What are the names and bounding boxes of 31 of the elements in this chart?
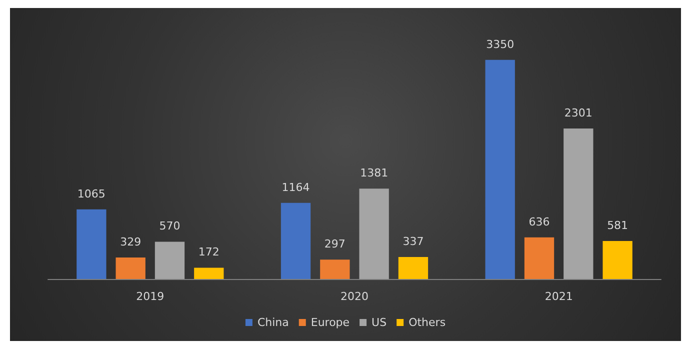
bar bbox=[564, 128, 594, 279]
bar bbox=[194, 268, 224, 279]
data-label: 1164 bbox=[282, 180, 310, 194]
data-label: 581 bbox=[607, 218, 628, 232]
bar bbox=[602, 240, 632, 279]
bar bbox=[154, 242, 185, 279]
data-label: 1381 bbox=[360, 166, 388, 180]
x-tick-label: 2020 bbox=[340, 290, 368, 303]
data-label: 1065 bbox=[77, 187, 106, 200]
bar bbox=[398, 256, 428, 279]
data-label: 3350 bbox=[486, 38, 514, 51]
data-label: 570 bbox=[159, 220, 180, 233]
legend-label: Others bbox=[408, 316, 446, 329]
legend-label: Europe bbox=[310, 316, 350, 329]
bar bbox=[280, 202, 311, 279]
data-label: 337 bbox=[402, 234, 424, 248]
legend-label: US bbox=[372, 316, 387, 329]
bar bbox=[359, 188, 389, 279]
bar bbox=[76, 209, 106, 279]
x-tick-label: 2021 bbox=[544, 290, 573, 303]
bar bbox=[116, 257, 146, 279]
data-label: 636 bbox=[528, 215, 550, 228]
bar bbox=[485, 60, 515, 279]
data-label: 172 bbox=[198, 246, 220, 259]
x-tick-label: 2019 bbox=[136, 290, 164, 303]
data-label: 2301 bbox=[564, 106, 592, 120]
legend-label: China bbox=[257, 316, 289, 329]
bar bbox=[320, 260, 350, 279]
bar bbox=[524, 237, 554, 279]
data-label: 297 bbox=[324, 238, 346, 251]
data-label: 329 bbox=[120, 235, 142, 248]
